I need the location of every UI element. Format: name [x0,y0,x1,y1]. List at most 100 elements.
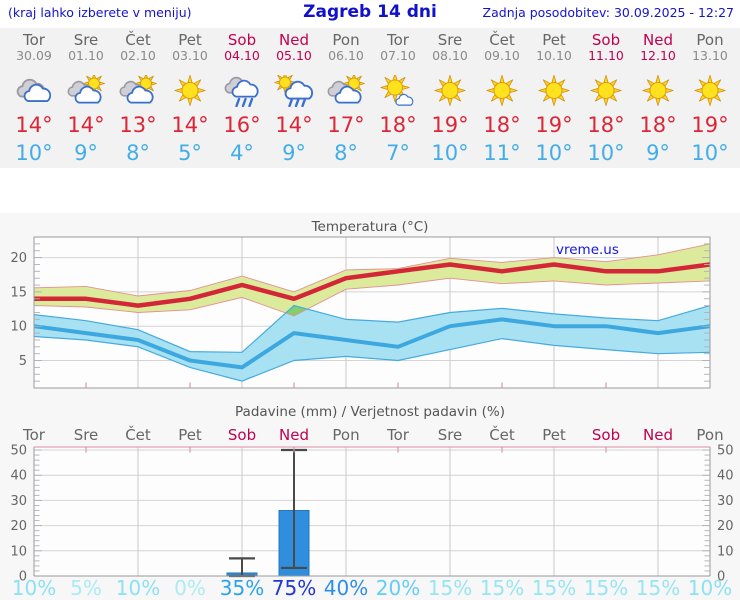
precipitation-chart: 0 0 10 10 20 20 30 30 40 40 50 50 [10,444,734,585]
day-date-label: 05.10 [276,48,312,63]
svg-text:10: 10 [10,544,27,559]
day-date-label: 12.10 [640,48,676,63]
day-name-label: Tor [387,31,409,49]
precip-day-label: Pet [178,426,202,444]
forecast-day-columns: Tor 30.09 14° 10° Sre 01.10 14° 9° Čet 02.10 13° 8°… [8,28,736,166]
day-name-label: Sob [591,31,621,49]
svg-text:0: 0 [19,570,27,585]
svg-text:30: 30 [717,494,734,509]
day-name-label: Sob [227,31,257,49]
precip-probability-label: 35% [219,576,265,600]
precip-day-label: Čet [125,426,151,444]
weather-icon-sunny [164,74,216,109]
day-name-label: Pet [542,31,566,49]
day-column: Pon 06.10 17° 8° [320,28,372,166]
high-temp-label: 14° [275,113,313,137]
precip-day-label: Sob [591,426,621,444]
precip-day-label: Sob [227,426,257,444]
high-temp-label: 13° [119,113,157,137]
day-name-label: Sre [437,31,463,49]
precip-probability-row: 10% 5% 10% 0% 35% 75% 40% 20% 15% 15% 15% 15% 15% 10% [8,576,736,600]
low-temp-label: 10° [691,141,729,165]
day-name-label: Pet [178,31,202,49]
low-temp-label: 9° [74,141,98,165]
low-temp-label: 7° [386,141,410,165]
header: (kraj lahko izberete v meniju) Zagreb 14… [0,0,740,26]
day-name-label: Pon [696,31,724,49]
day-column: Ned 12.10 18° 9° [632,28,684,166]
precip-day-labels-row: Tor Sre Čet Pet Sob Ned Pon Tor Sre Čet Pet Sob Ned P… [8,427,736,444]
high-temp-label: 14° [171,113,209,137]
weather-icon-cloudy [8,75,60,109]
day-column: Tor 30.09 14° 10° [8,28,60,166]
day-column: Sre 08.10 19° 10° [424,28,476,166]
weather-icon-sunny [580,74,632,109]
precip-probability-label: 15% [427,576,473,600]
precip-day-label: Pon [332,426,360,444]
svg-text:50: 50 [10,444,27,459]
day-column: Pet 10.10 19° 10° [528,28,580,166]
precip-day-label: Pon [696,426,724,444]
weather-icon-sunny [528,74,580,109]
precip-day-label: Sre [73,426,99,444]
precip-chart-title: Padavine (mm) / Verjetnost padavin (%) [235,404,505,420]
precip-day-label: Tor [387,426,409,444]
last-updated-text: Zadnja posodobitev: 30.09.2025 - 12:27 [482,5,734,20]
watermark-link[interactable]: vreme.us [556,242,619,258]
high-temp-label: 18° [483,113,521,137]
day-name-label: Tor [23,31,45,49]
svg-text:30: 30 [10,494,27,509]
high-temp-label: 19° [431,113,469,137]
day-date-label: 07.10 [380,48,416,63]
svg-text:15: 15 [10,285,27,300]
precip-day-label: Tor [23,426,45,444]
low-temp-label: 5° [178,141,202,165]
day-name-label: Ned [279,31,309,49]
day-date-label: 04.10 [224,48,260,63]
day-date-label: 11.10 [588,48,624,63]
precip-day-label: Sre [437,426,463,444]
day-column: Pet 03.10 14° 5° [164,28,216,166]
svg-text:40: 40 [10,469,27,484]
day-column: Sre 01.10 14° 9° [60,28,112,166]
svg-text:20: 20 [10,251,27,266]
day-name-label: Ned [643,31,673,49]
svg-text:0: 0 [717,570,725,585]
weather-icon-partly-cloudy [112,72,164,109]
day-column: Čet 02.10 13° 8° [112,28,164,166]
day-date-label: 13.10 [692,48,728,63]
svg-text:5: 5 [19,354,27,369]
low-temp-label: 9° [646,141,670,165]
high-temp-label: 19° [691,113,729,137]
precip-probability-label: 15% [531,576,577,600]
forecast-panel: Tor 30.09 14° 10° Sre 01.10 14° 9° Čet 02.10 13° 8°… [0,28,740,168]
high-temp-label: 18° [379,113,417,137]
day-column: Čet 09.10 18° 11° [476,28,528,166]
weather-icon-mostly-sunny [372,72,424,109]
low-temp-label: 10° [587,141,625,165]
high-temp-label: 17° [327,113,365,137]
low-temp-label: 10° [535,141,573,165]
svg-text:10: 10 [10,320,27,335]
day-date-label: 08.10 [432,48,468,63]
svg-text:20: 20 [10,519,27,534]
day-name-label: Sre [73,31,99,49]
precip-day-label: Čet [489,426,515,444]
day-date-label: 02.10 [120,48,156,63]
day-date-label: 06.10 [328,48,364,63]
svg-text:40: 40 [717,469,734,484]
high-temp-label: 14° [15,113,53,137]
weather-icon-sunny [684,74,736,109]
day-column: Pon 13.10 19° 10° [684,28,736,166]
precip-probability-label: 40% [323,576,369,600]
day-date-label: 30.09 [16,48,52,63]
precip-day-label: Pet [542,426,566,444]
precip-probability-label: 0% [174,576,206,600]
day-name-label: Pon [332,31,360,49]
precip-day-label: Ned [643,426,673,444]
day-column: Sob 11.10 18° 10° [580,28,632,166]
precip-probability-label: 75% [271,576,317,600]
low-temp-label: 4° [230,141,254,165]
temp-chart-title: Temperatura (°C) [311,219,429,235]
location-hint-text: (kraj lahko izberete v meniju) [8,5,192,20]
